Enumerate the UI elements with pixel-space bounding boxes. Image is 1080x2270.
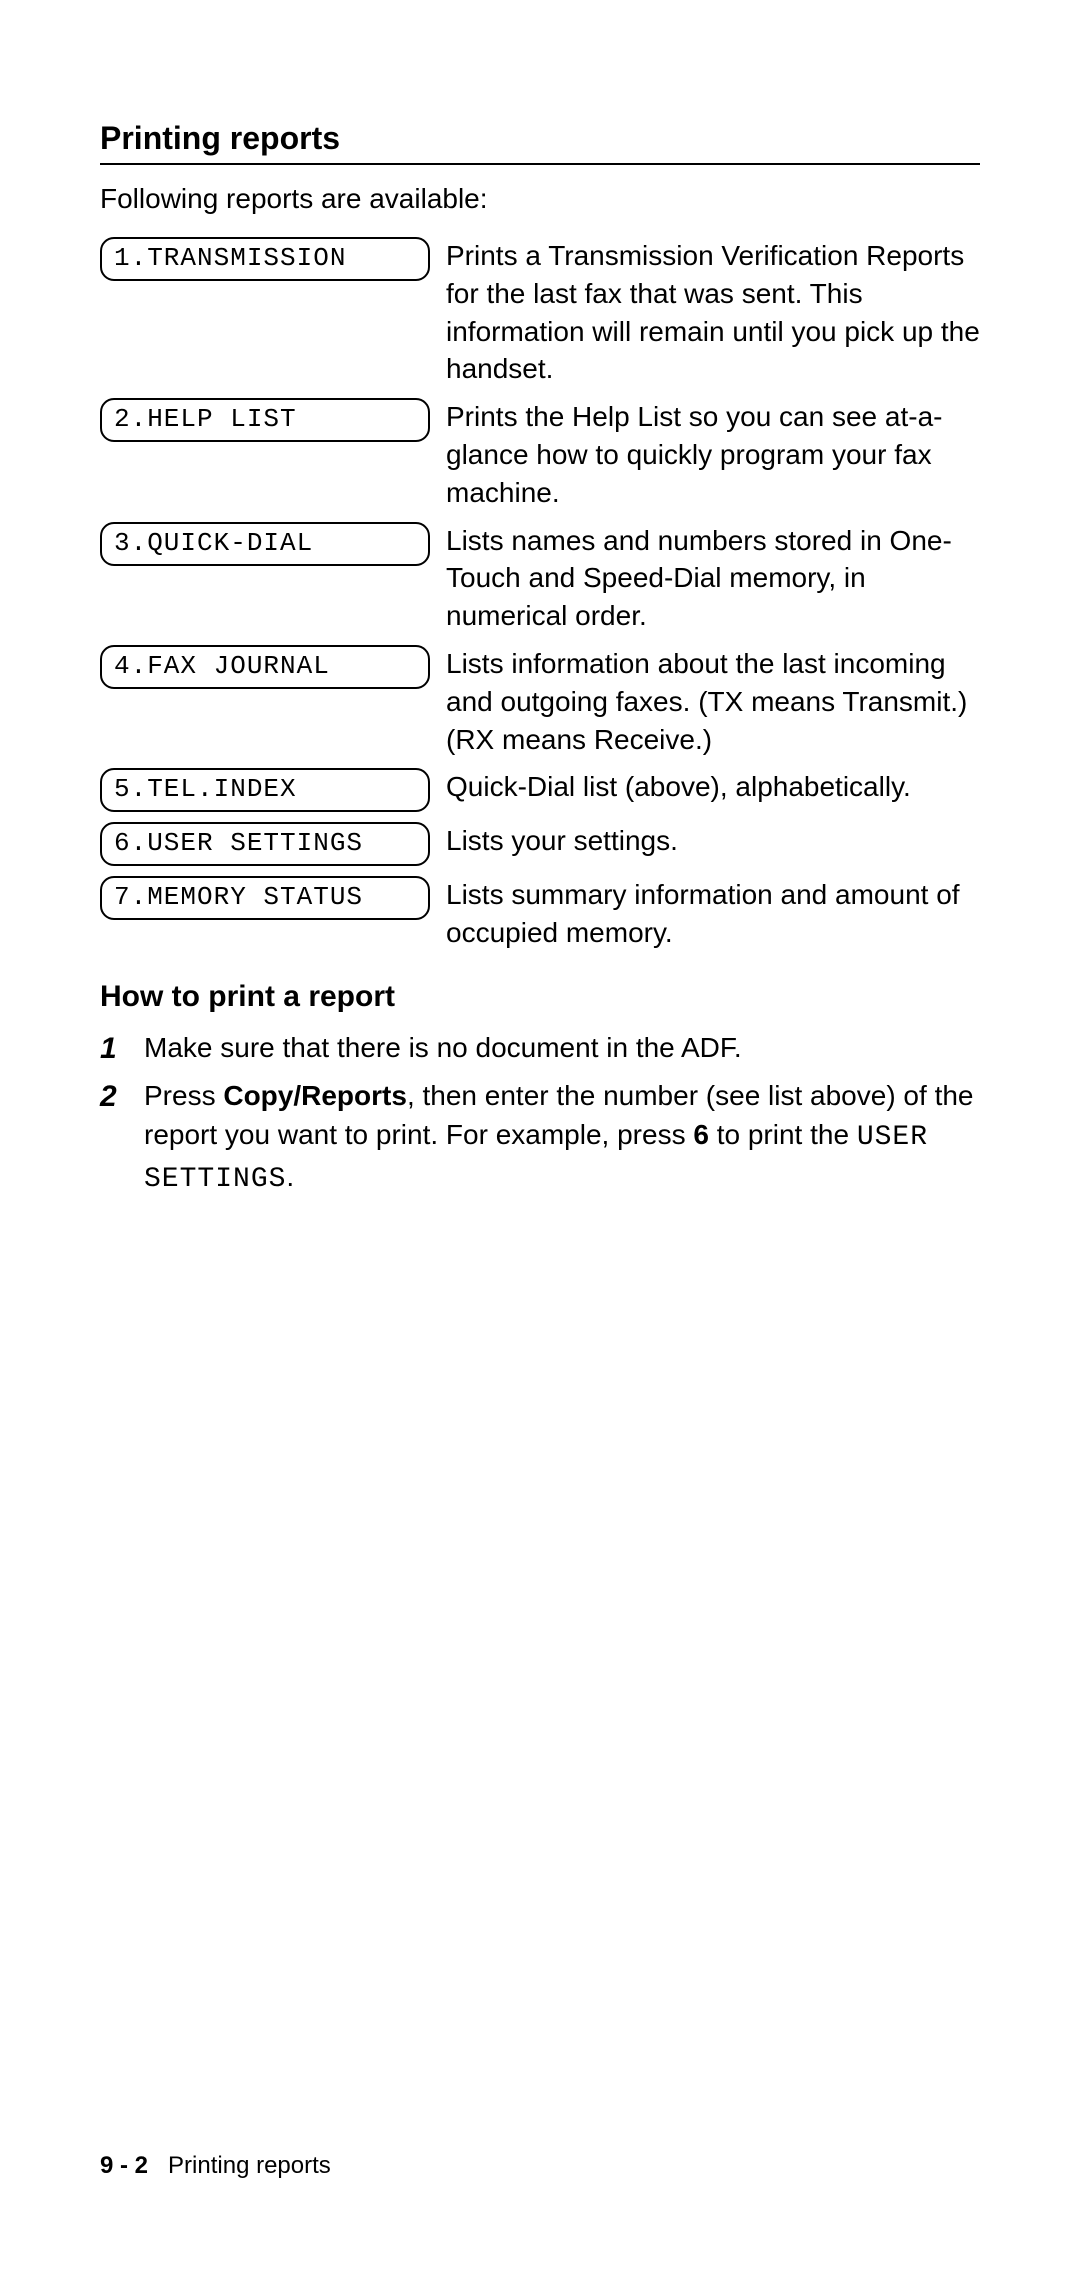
report-desc: Lists your settings. bbox=[446, 822, 980, 860]
report-desc: Lists names and numbers stored in One-To… bbox=[446, 522, 980, 635]
report-row: 7.MEMORY STATUS Lists summary informatio… bbox=[100, 876, 980, 952]
step-text: Make sure that there is no document in t… bbox=[144, 1028, 980, 1070]
footer-page-number: 9 - 2 bbox=[100, 2152, 148, 2179]
report-label: 6.USER SETTINGS bbox=[100, 822, 430, 866]
report-row: 1.TRANSMISSION Prints a Transmission Ver… bbox=[100, 237, 980, 388]
steps-list: 1 Make sure that there is no document in… bbox=[100, 1028, 980, 1200]
report-desc: Prints the Help List so you can see at-a… bbox=[446, 398, 980, 511]
reports-list: 1.TRANSMISSION Prints a Transmission Ver… bbox=[100, 237, 980, 952]
copy-reports-key: Copy/Reports bbox=[223, 1080, 407, 1111]
report-label: 3.QUICK-DIAL bbox=[100, 522, 430, 566]
step-text-part: Press bbox=[144, 1080, 223, 1111]
page-footer: 9 - 2 Printing reports bbox=[100, 2152, 331, 2180]
report-label: 1.TRANSMISSION bbox=[100, 237, 430, 281]
page-content: Printing reports Following reports are a… bbox=[0, 0, 1080, 1200]
step-text-part: to print the bbox=[709, 1119, 857, 1150]
section-heading: Printing reports bbox=[100, 120, 980, 165]
report-desc: Prints a Transmission Verification Repor… bbox=[446, 237, 980, 388]
intro-text: Following reports are available: bbox=[100, 183, 980, 215]
key-6: 6 bbox=[693, 1119, 709, 1150]
report-row: 5.TEL.INDEX Quick-Dial list (above), alp… bbox=[100, 768, 980, 812]
report-desc: Lists summary information and amount of … bbox=[446, 876, 980, 952]
step-number: 2 bbox=[100, 1076, 144, 1200]
report-label: 5.TEL.INDEX bbox=[100, 768, 430, 812]
step-item: 1 Make sure that there is no document in… bbox=[100, 1028, 980, 1070]
sub-heading: How to print a report bbox=[100, 980, 980, 1014]
step-number: 1 bbox=[100, 1028, 144, 1070]
report-label: 4.FAX JOURNAL bbox=[100, 645, 430, 689]
step-text: Press Copy/Reports, then enter the numbe… bbox=[144, 1076, 980, 1200]
report-row: 2.HELP LIST Prints the Help List so you … bbox=[100, 398, 980, 511]
report-label: 2.HELP LIST bbox=[100, 398, 430, 442]
report-row: 4.FAX JOURNAL Lists information about th… bbox=[100, 645, 980, 758]
report-label: 7.MEMORY STATUS bbox=[100, 876, 430, 920]
report-row: 3.QUICK-DIAL Lists names and numbers sto… bbox=[100, 522, 980, 635]
step-item: 2 Press Copy/Reports, then enter the num… bbox=[100, 1076, 980, 1200]
report-row: 6.USER SETTINGS Lists your settings. bbox=[100, 822, 980, 866]
report-desc: Lists information about the last incomin… bbox=[446, 645, 980, 758]
report-desc: Quick-Dial list (above), alphabetically. bbox=[446, 768, 980, 806]
footer-title: Printing reports bbox=[168, 2152, 331, 2179]
step-text-part: . bbox=[286, 1161, 294, 1192]
